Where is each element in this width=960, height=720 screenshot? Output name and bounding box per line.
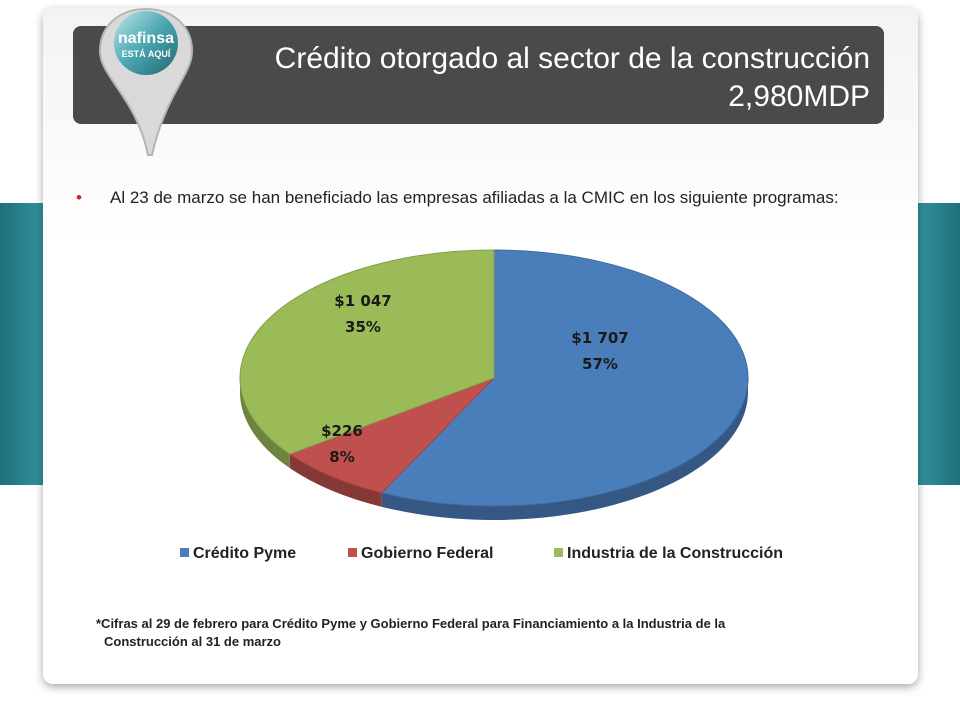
pie-slice-credito-pyme [380,249,749,507]
footnote-line-1: *Cifras al 29 de febrero para Crédito Py… [96,616,726,631]
page-title: Crédito otorgado al sector de la constru… [275,40,870,116]
logo-tagline-text: ESTÁ AQUÍ [122,49,171,59]
bullet-dot-icon: • [76,188,82,207]
pie-slice-industria [239,249,495,455]
legend-swatch-gobierno-federal [348,548,357,557]
pie-side-credito-pyme [381,378,748,520]
footnote-line-2: Construcción al 31 de marzo [104,634,281,649]
nafinsa-logo: nafinsa ESTÁ AQUÍ [98,7,194,156]
slice-value-label-industria: $1 047 [334,292,391,310]
slice-value-label-gobierno-federal: $226 [321,422,363,440]
legend-swatch-industria [554,548,563,557]
footnote: *Cifras al 29 de febrero para Crédito Py… [96,615,886,651]
logo-brand-text: nafinsa [118,30,174,47]
slice-value-label-credito-pyme: $1 707 [571,329,628,347]
bullet-text: Al 23 de marzo se han beneficiado las em… [110,188,839,207]
pie-chart: $1 707 57% $226 8% $1 047 35% [239,249,749,520]
legend-swatch-credito-pyme [180,548,189,557]
legend-item-credito-pyme: Crédito Pyme [180,545,296,563]
slice-percent-label-industria: 35% [345,318,381,336]
legend-item-gobierno-federal: Gobierno Federal [348,545,493,563]
pie-side-industria [240,378,290,469]
pie-side-gobierno-federal [289,454,382,507]
slice-percent-label-gobierno-federal: 8% [329,448,354,466]
legend-label-credito-pyme: Crédito Pyme [193,545,297,562]
legend-item-industria: Industria de la Construcción [554,545,783,563]
pie-slice-gobierno-federal [288,377,495,494]
title-line-1: Crédito otorgado al sector de la constru… [274,42,870,75]
title-bar: Crédito otorgado al sector de la constru… [73,26,884,124]
title-line-2: 2,980MDP [728,80,870,113]
slice-percent-label-credito-pyme: 57% [582,355,618,373]
legend-label-gobierno-federal: Gobierno Federal [361,545,494,562]
legend-label-industria: Industria de la Construcción [567,545,784,562]
